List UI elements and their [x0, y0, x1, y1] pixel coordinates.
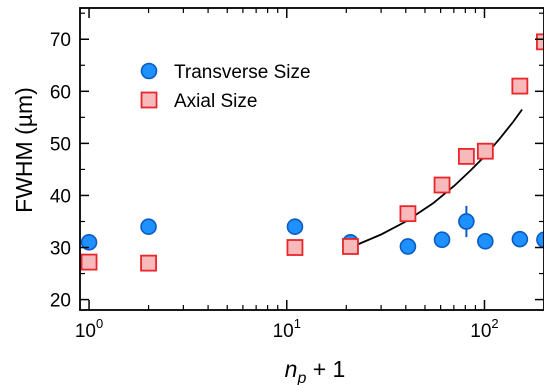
axial-point-2 [286, 239, 304, 256]
plot-frame [79, 7, 544, 311]
transverse-point-2 [286, 218, 304, 235]
y-tick-label-0: 20 [50, 291, 71, 312]
transverse-point-7 [477, 232, 494, 250]
y-tick-label-2: 40 [50, 186, 71, 207]
legend-label-0: Transverse Size [174, 62, 311, 83]
legend-marker-axial [140, 91, 158, 109]
y-axis-label: FWHM (µm) [11, 87, 37, 213]
fit-curve [350, 108, 523, 249]
ticks-layer: 20 30 40 50 60 70 100 101 102 [50, 8, 544, 342]
transverse-point-6 [458, 213, 475, 230]
axial-point-3 [342, 238, 359, 255]
transverse-point-1 [140, 218, 157, 235]
axial-point-6 [457, 147, 475, 165]
transverse-point-8 [511, 230, 529, 248]
transverse-point-4 [399, 238, 417, 255]
x-axis-label-rest: + 1 [306, 356, 345, 382]
x-tick-label-2: 102 [470, 316, 498, 342]
legend-marker-transverse [140, 62, 158, 80]
x-axis-label-var: n [285, 356, 298, 382]
axial-point-1 [140, 254, 157, 272]
transverse-point-5 [433, 231, 451, 249]
legend: Transverse Size Axial Size [140, 62, 311, 112]
y-tick-label-5: 70 [50, 30, 71, 51]
fit-layer [350, 108, 523, 249]
axial-point-8 [511, 77, 529, 95]
x-tick-label-1: 101 [273, 316, 301, 342]
axial-point-5 [433, 176, 451, 194]
axial-point-0 [80, 253, 98, 271]
x-axis-label-sub: p [296, 370, 306, 385]
axial-point-9 [536, 33, 544, 51]
y-tick-label-3: 50 [50, 134, 71, 155]
transverse-point-0 [80, 234, 98, 251]
x-axis-label: np + 1 [285, 356, 346, 385]
axial-point-4 [399, 205, 417, 223]
y-tick-label-1: 30 [50, 239, 71, 260]
marks-layer [80, 33, 544, 272]
y-tick-label-4: 60 [50, 82, 71, 103]
axial-point-7 [476, 142, 494, 160]
x-tick-label-0: 100 [75, 316, 103, 342]
legend-label-1: Axial Size [174, 91, 257, 112]
transverse-point-9 [536, 231, 544, 248]
